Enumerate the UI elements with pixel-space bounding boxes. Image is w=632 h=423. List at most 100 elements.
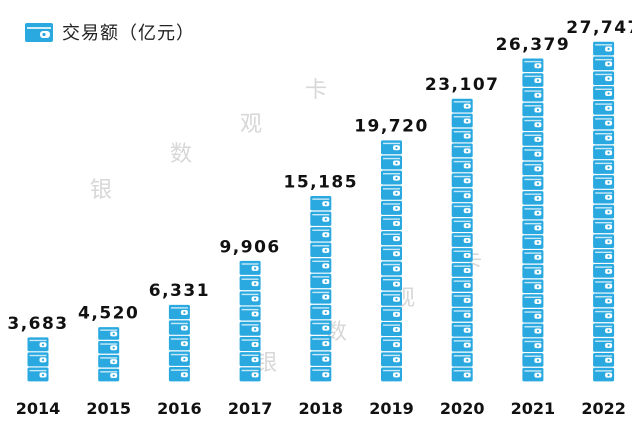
wallet-unit xyxy=(522,353,544,367)
wallet-unit xyxy=(451,113,473,128)
wallet-unit xyxy=(381,261,402,276)
wallet-unit xyxy=(98,368,120,382)
wallet-unit xyxy=(310,273,332,289)
wallet-unit xyxy=(451,203,473,218)
wallet-unit xyxy=(98,354,120,368)
wallet-unit xyxy=(27,367,49,382)
x-tick-label: 2019 xyxy=(369,399,414,418)
wallet-unit xyxy=(381,200,402,215)
wallet-unit xyxy=(310,304,332,320)
wallet-unit xyxy=(522,308,544,323)
wallet-unit xyxy=(593,219,615,234)
bar-2017 xyxy=(239,260,261,382)
value-label: 15,185 xyxy=(283,172,358,192)
wallet-unit xyxy=(168,351,190,366)
x-tick-label: 2021 xyxy=(511,399,556,418)
bar-2021 xyxy=(522,58,544,382)
wallet-unit xyxy=(239,276,261,291)
value-label: 3,683 xyxy=(7,314,68,334)
x-tick-label: 2015 xyxy=(86,399,131,418)
wallet-unit xyxy=(522,323,544,338)
wallet-unit xyxy=(381,140,402,155)
x-tick-label: 2017 xyxy=(228,399,273,418)
wallet-unit xyxy=(593,204,615,219)
wallet-unit xyxy=(593,189,615,204)
wallet-unit xyxy=(522,294,544,308)
wallet-unit xyxy=(27,337,49,352)
wallet-unit xyxy=(593,278,615,293)
x-tick-label: 2014 xyxy=(16,399,61,418)
bar-2020 xyxy=(451,98,473,382)
wallet-unit xyxy=(593,56,615,71)
wallet-unit xyxy=(310,351,332,366)
wallet-unit xyxy=(522,161,544,176)
wallet-unit xyxy=(593,115,615,130)
wallet-unit xyxy=(239,260,261,275)
wallet-unit xyxy=(381,276,402,291)
wallet-unit xyxy=(451,263,473,277)
wallet-unit xyxy=(522,58,544,73)
wallet-unit xyxy=(522,279,544,294)
wallet-unit xyxy=(310,335,332,351)
wallet-unit xyxy=(451,248,473,262)
watermark-char: 银 xyxy=(90,178,113,203)
wallet-unit xyxy=(27,352,49,367)
value-label: 26,379 xyxy=(496,35,571,55)
wallet-unit xyxy=(593,352,615,367)
value-label: 9,906 xyxy=(219,237,280,257)
value-label: 4,520 xyxy=(78,303,139,323)
wallet-unit xyxy=(593,234,615,249)
wallet-unit xyxy=(522,264,544,279)
wallet-unit xyxy=(310,227,332,242)
value-label: 19,720 xyxy=(354,117,429,137)
wallet-unit xyxy=(593,338,615,352)
wallet-unit xyxy=(381,306,402,321)
bar-2022 xyxy=(593,41,615,382)
wallet-unit xyxy=(381,322,402,336)
wallet-unit xyxy=(239,336,261,351)
wallet-unit xyxy=(310,258,332,273)
wallet-unit xyxy=(522,250,544,264)
wallet-unit xyxy=(310,320,332,335)
wallet-unit xyxy=(381,170,402,185)
wallet-unit xyxy=(381,352,402,367)
bar-2015 xyxy=(98,327,120,382)
wallet-unit xyxy=(451,98,473,113)
wallet-unit xyxy=(451,188,473,203)
wallet-unit xyxy=(522,205,544,220)
watermark-char: 数 xyxy=(170,142,193,167)
wallet-unit xyxy=(310,289,332,304)
x-tick-label: 2018 xyxy=(299,399,344,418)
wallet-unit xyxy=(593,100,615,115)
wallet-unit xyxy=(451,143,473,158)
value-label: 27,747 xyxy=(566,18,632,38)
wallet-unit xyxy=(310,367,332,382)
wallet-unit xyxy=(381,231,402,246)
wallet-unit xyxy=(381,185,402,200)
wallet-unit xyxy=(522,367,544,382)
watermark-char: 卡 xyxy=(305,78,328,103)
wallet-unit xyxy=(239,367,261,382)
wallet-unit xyxy=(239,306,261,321)
wallet-unit xyxy=(593,264,615,278)
wallet-unit xyxy=(593,367,615,382)
wallet-unit xyxy=(522,146,544,161)
wallet-unit xyxy=(98,340,120,354)
value-label: 23,107 xyxy=(425,75,500,95)
wallet-unit xyxy=(451,158,473,173)
wallet-unit xyxy=(451,278,473,292)
wallet-unit xyxy=(451,352,473,367)
wallet-unit xyxy=(168,335,190,351)
wallet-unit xyxy=(593,323,615,337)
x-tick-label: 2020 xyxy=(440,399,485,418)
bar-2014 xyxy=(27,337,49,382)
legend: 交易额（亿元） xyxy=(24,18,195,46)
bar-2018 xyxy=(310,196,332,382)
wallet-unit xyxy=(593,249,615,263)
wallet-unit xyxy=(451,218,473,232)
wallet-unit xyxy=(310,242,332,258)
wallet-unit xyxy=(381,216,402,230)
wallet-unit xyxy=(168,304,190,320)
wallet-unit xyxy=(593,130,615,145)
